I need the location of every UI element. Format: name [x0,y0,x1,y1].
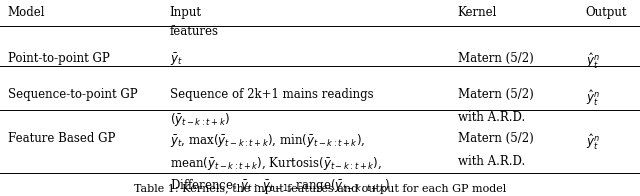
Text: with A.R.D.: with A.R.D. [458,155,525,168]
Text: $\hat{y}_t^n$: $\hat{y}_t^n$ [586,132,600,152]
Text: Point-to-point GP: Point-to-point GP [8,52,109,65]
Text: Matern (5/2): Matern (5/2) [458,52,533,65]
Text: Matern (5/2): Matern (5/2) [458,132,533,145]
Text: Sequence-to-point GP: Sequence-to-point GP [8,88,138,101]
Text: Kernel: Kernel [458,6,497,19]
Text: $\bar{y}_t$: $\bar{y}_t$ [170,52,182,68]
Text: Difference: $\bar{y}_t$ - $\bar{y}_{t-1}$, range$(\bar{y}_{t-k:t+k})$: Difference: $\bar{y}_t$ - $\bar{y}_{t-1}… [170,177,390,194]
Text: Model: Model [8,6,45,19]
Text: Output: Output [586,6,627,19]
Text: Matern (5/2): Matern (5/2) [458,88,533,101]
Text: with A.R.D.: with A.R.D. [458,111,525,124]
Text: Feature Based GP: Feature Based GP [8,132,115,145]
Text: features: features [170,25,219,38]
Text: Sequence of 2k+1 mains readings: Sequence of 2k+1 mains readings [170,88,373,101]
Text: $\hat{y}_t^n$: $\hat{y}_t^n$ [586,52,600,71]
Text: Table 1: Kernels, the input features and output for each GP model: Table 1: Kernels, the input features and… [134,184,506,194]
Text: $\hat{y}_t^n$: $\hat{y}_t^n$ [586,88,600,108]
Text: $(\bar{y}_{t-k:t+k})$: $(\bar{y}_{t-k:t+k})$ [170,111,229,128]
Text: mean$(\bar{y}_{t-k:t+k})$, Kurtosis$(\bar{y}_{t-k:t+k})$,: mean$(\bar{y}_{t-k:t+k})$, Kurtosis$(\ba… [170,155,381,172]
Text: $\bar{y}_t$, max$(\bar{y}_{t-k:t+k})$, min$(\bar{y}_{t-k:t+k})$,: $\bar{y}_t$, max$(\bar{y}_{t-k:t+k})$, m… [170,132,365,149]
Text: Input: Input [170,6,202,19]
